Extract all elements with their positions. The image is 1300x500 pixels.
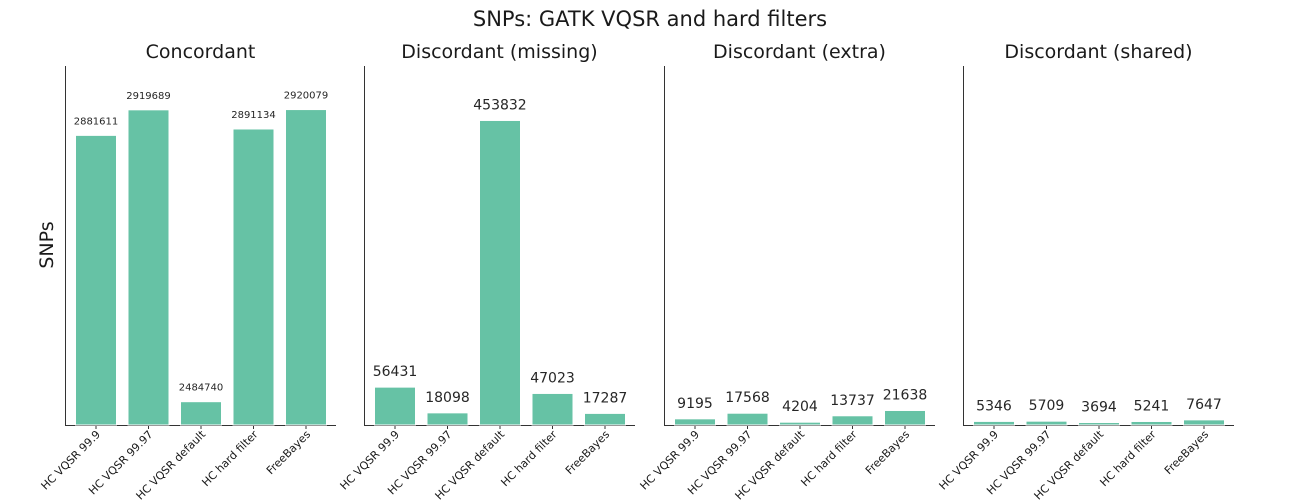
data-label: 4204 bbox=[782, 399, 818, 415]
bar bbox=[674, 418, 716, 426]
data-label: 3694 bbox=[1081, 400, 1117, 416]
bar bbox=[426, 412, 469, 426]
data-label: 7647 bbox=[1186, 397, 1222, 413]
y-axis-label: SNPs bbox=[36, 221, 58, 268]
bar bbox=[1025, 420, 1068, 426]
bar bbox=[1130, 420, 1173, 426]
bar bbox=[374, 386, 416, 426]
bar bbox=[75, 134, 117, 426]
data-label: 2891134 bbox=[231, 110, 276, 121]
data-label: 56431 bbox=[373, 364, 418, 380]
panel-title: Discordant (shared) bbox=[1004, 41, 1192, 63]
bar bbox=[232, 128, 275, 426]
x-tick-label: FreeBayes bbox=[563, 428, 612, 477]
x-tick-label: HC hard filter bbox=[199, 428, 261, 490]
bar bbox=[479, 119, 521, 426]
bar bbox=[884, 409, 926, 426]
data-label: 17568 bbox=[725, 390, 770, 406]
data-label: 17287 bbox=[583, 390, 628, 406]
panel-title: Discordant (extra) bbox=[713, 41, 886, 63]
x-tick-label: FreeBayes bbox=[1162, 428, 1211, 477]
bar bbox=[127, 109, 170, 426]
x-tick-label: HC hard filter bbox=[1097, 428, 1159, 490]
data-label: 9195 bbox=[677, 396, 713, 412]
data-label: 5346 bbox=[976, 398, 1012, 414]
bar bbox=[180, 401, 222, 426]
bar bbox=[973, 420, 1015, 426]
x-tick-label: HC hard filter bbox=[498, 428, 560, 490]
bar bbox=[285, 109, 327, 426]
data-label: 2919689 bbox=[126, 91, 171, 102]
data-label: 47023 bbox=[530, 370, 575, 386]
data-label: 2881611 bbox=[74, 116, 119, 127]
data-label: 18098 bbox=[425, 390, 470, 406]
figure-title: SNPs: GATK VQSR and hard filters bbox=[473, 7, 827, 31]
panel-title: Concordant bbox=[146, 41, 256, 63]
x-tick-label: HC hard filter bbox=[798, 428, 860, 490]
bar bbox=[531, 392, 574, 426]
data-label: 5241 bbox=[1134, 398, 1170, 414]
bar bbox=[779, 421, 821, 426]
bar bbox=[1183, 419, 1225, 426]
bar bbox=[726, 412, 769, 426]
data-label: 2484740 bbox=[179, 383, 224, 394]
data-label: 453832 bbox=[473, 97, 526, 113]
bar bbox=[831, 415, 874, 426]
x-tick-label: FreeBayes bbox=[264, 428, 313, 477]
bar bbox=[584, 412, 626, 426]
panel-title: Discordant (missing) bbox=[401, 41, 597, 63]
data-label: 5709 bbox=[1029, 398, 1065, 414]
data-label: 21638 bbox=[883, 387, 928, 403]
data-label: 13737 bbox=[830, 393, 875, 409]
data-label: 2920079 bbox=[284, 91, 329, 102]
bar bbox=[1078, 422, 1120, 426]
x-tick-label: FreeBayes bbox=[863, 428, 912, 477]
